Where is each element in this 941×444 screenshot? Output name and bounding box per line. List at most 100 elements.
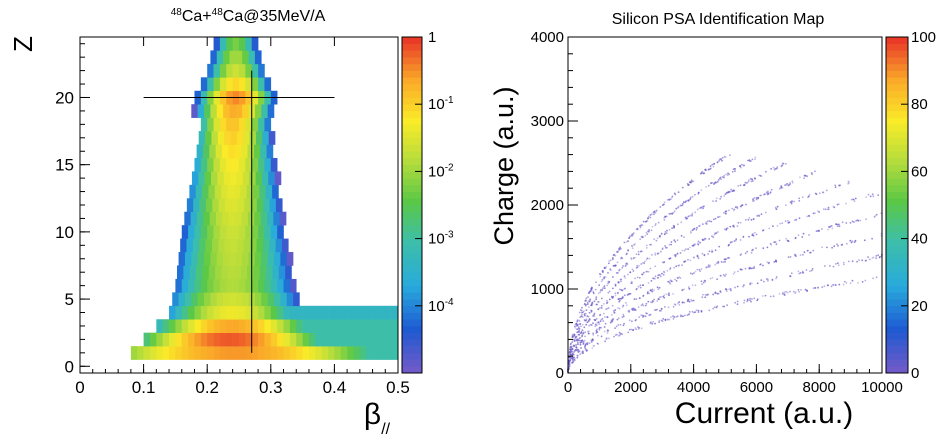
scatter-point xyxy=(571,358,574,361)
heatmap-cell xyxy=(183,265,191,280)
heatmap-cell xyxy=(223,292,230,307)
scatter-point xyxy=(576,340,579,342)
scatter-point xyxy=(681,249,684,252)
scatter-point xyxy=(670,243,673,246)
heatmap-cell xyxy=(229,292,237,307)
scatter-point xyxy=(817,286,819,289)
scatter-point xyxy=(789,256,792,258)
scatter-point xyxy=(702,293,704,296)
scatter-point xyxy=(628,319,631,322)
heatmap-cell xyxy=(245,319,253,333)
heatmap-cell xyxy=(264,346,272,360)
scatter-point xyxy=(587,300,590,302)
scatter-point xyxy=(588,306,590,308)
scatter-point xyxy=(688,313,690,316)
scatter-point xyxy=(713,183,715,186)
heatmap-cell xyxy=(226,278,233,293)
scatter-point xyxy=(604,340,606,343)
scatter-point xyxy=(694,193,696,196)
colorbar-band xyxy=(886,366,908,374)
heatmap-cell xyxy=(244,198,251,213)
scatter-point xyxy=(644,234,647,237)
scatter-point xyxy=(625,304,628,307)
scatter-point xyxy=(683,301,686,304)
scatter-point xyxy=(614,294,617,297)
scatter-point xyxy=(698,268,701,271)
scatter-point xyxy=(675,265,678,268)
scatter-point xyxy=(591,339,594,341)
scatter-point xyxy=(601,278,604,281)
scatter-point xyxy=(712,200,714,203)
heatmap-cell xyxy=(210,292,218,307)
scatter-point xyxy=(580,325,582,328)
scatter-point xyxy=(677,301,680,304)
scatter-point xyxy=(865,196,867,199)
scatter-point xyxy=(774,206,777,209)
scatter-point xyxy=(742,285,744,288)
scatter-point xyxy=(667,306,670,309)
scatter-point xyxy=(827,206,830,209)
scatter-point xyxy=(743,184,746,186)
colorbar-band xyxy=(886,43,908,51)
scatter-point xyxy=(681,264,683,267)
scatter-point xyxy=(711,163,714,166)
scatter-point xyxy=(765,170,767,173)
scatter-point xyxy=(867,256,869,258)
heatmap-cell xyxy=(213,77,221,92)
heatmap-cell xyxy=(207,225,214,239)
scatter-point xyxy=(748,267,751,270)
heatmap-cell xyxy=(245,225,253,239)
heatmap-cell xyxy=(261,252,268,266)
scatter-point xyxy=(767,191,770,194)
scatter-point xyxy=(817,287,820,289)
scatter-point xyxy=(807,196,809,199)
scatter-point xyxy=(597,334,599,337)
heatmap-cell xyxy=(328,305,335,320)
scatter-point xyxy=(691,212,694,215)
scatter-point xyxy=(626,294,629,296)
heatmap-cell xyxy=(184,252,192,266)
scatter-point xyxy=(603,285,606,287)
heatmap-cell xyxy=(277,332,284,347)
scatter-point xyxy=(848,182,850,184)
scatter-point xyxy=(830,225,833,227)
scatter-point xyxy=(690,230,692,233)
colorbar-band xyxy=(402,63,422,71)
scatter-point xyxy=(789,182,791,185)
heatmap-cell xyxy=(219,319,227,333)
scatter-point xyxy=(693,272,695,274)
scatter-point xyxy=(700,310,703,313)
colorbar-band xyxy=(886,191,908,199)
scatter-point xyxy=(787,256,790,259)
heatmap-cell xyxy=(196,144,204,159)
scatter-point xyxy=(593,313,596,316)
scatter-point xyxy=(718,160,720,163)
scatter-point xyxy=(631,245,633,247)
scatter-point xyxy=(782,293,785,296)
scatter-point xyxy=(568,366,571,368)
scatter-point xyxy=(616,261,619,264)
heatmap-cell xyxy=(228,211,236,226)
heatmap-cell xyxy=(222,211,230,226)
scatter-point xyxy=(772,166,775,169)
colorbar-band xyxy=(886,285,908,293)
heatmap-cell xyxy=(321,305,329,320)
scatter-point xyxy=(682,201,685,203)
scatter-point xyxy=(588,342,591,345)
heatmap-cell xyxy=(254,211,261,226)
scatter-point xyxy=(719,274,722,277)
scatter-point xyxy=(678,304,681,306)
scatter-point xyxy=(708,250,711,253)
scatter-point xyxy=(575,335,577,338)
scatter-point xyxy=(585,349,588,352)
scatter-point xyxy=(745,182,747,184)
scatter-point xyxy=(672,211,675,214)
scatter-point xyxy=(666,246,668,249)
scatter-point xyxy=(770,188,773,191)
scatter-point xyxy=(833,206,836,209)
scatter-point xyxy=(833,245,836,248)
x-tick-label: 6000 xyxy=(740,379,773,396)
heatmap-cell xyxy=(251,157,259,172)
scatter-point xyxy=(671,212,674,215)
scatter-point xyxy=(743,284,745,287)
